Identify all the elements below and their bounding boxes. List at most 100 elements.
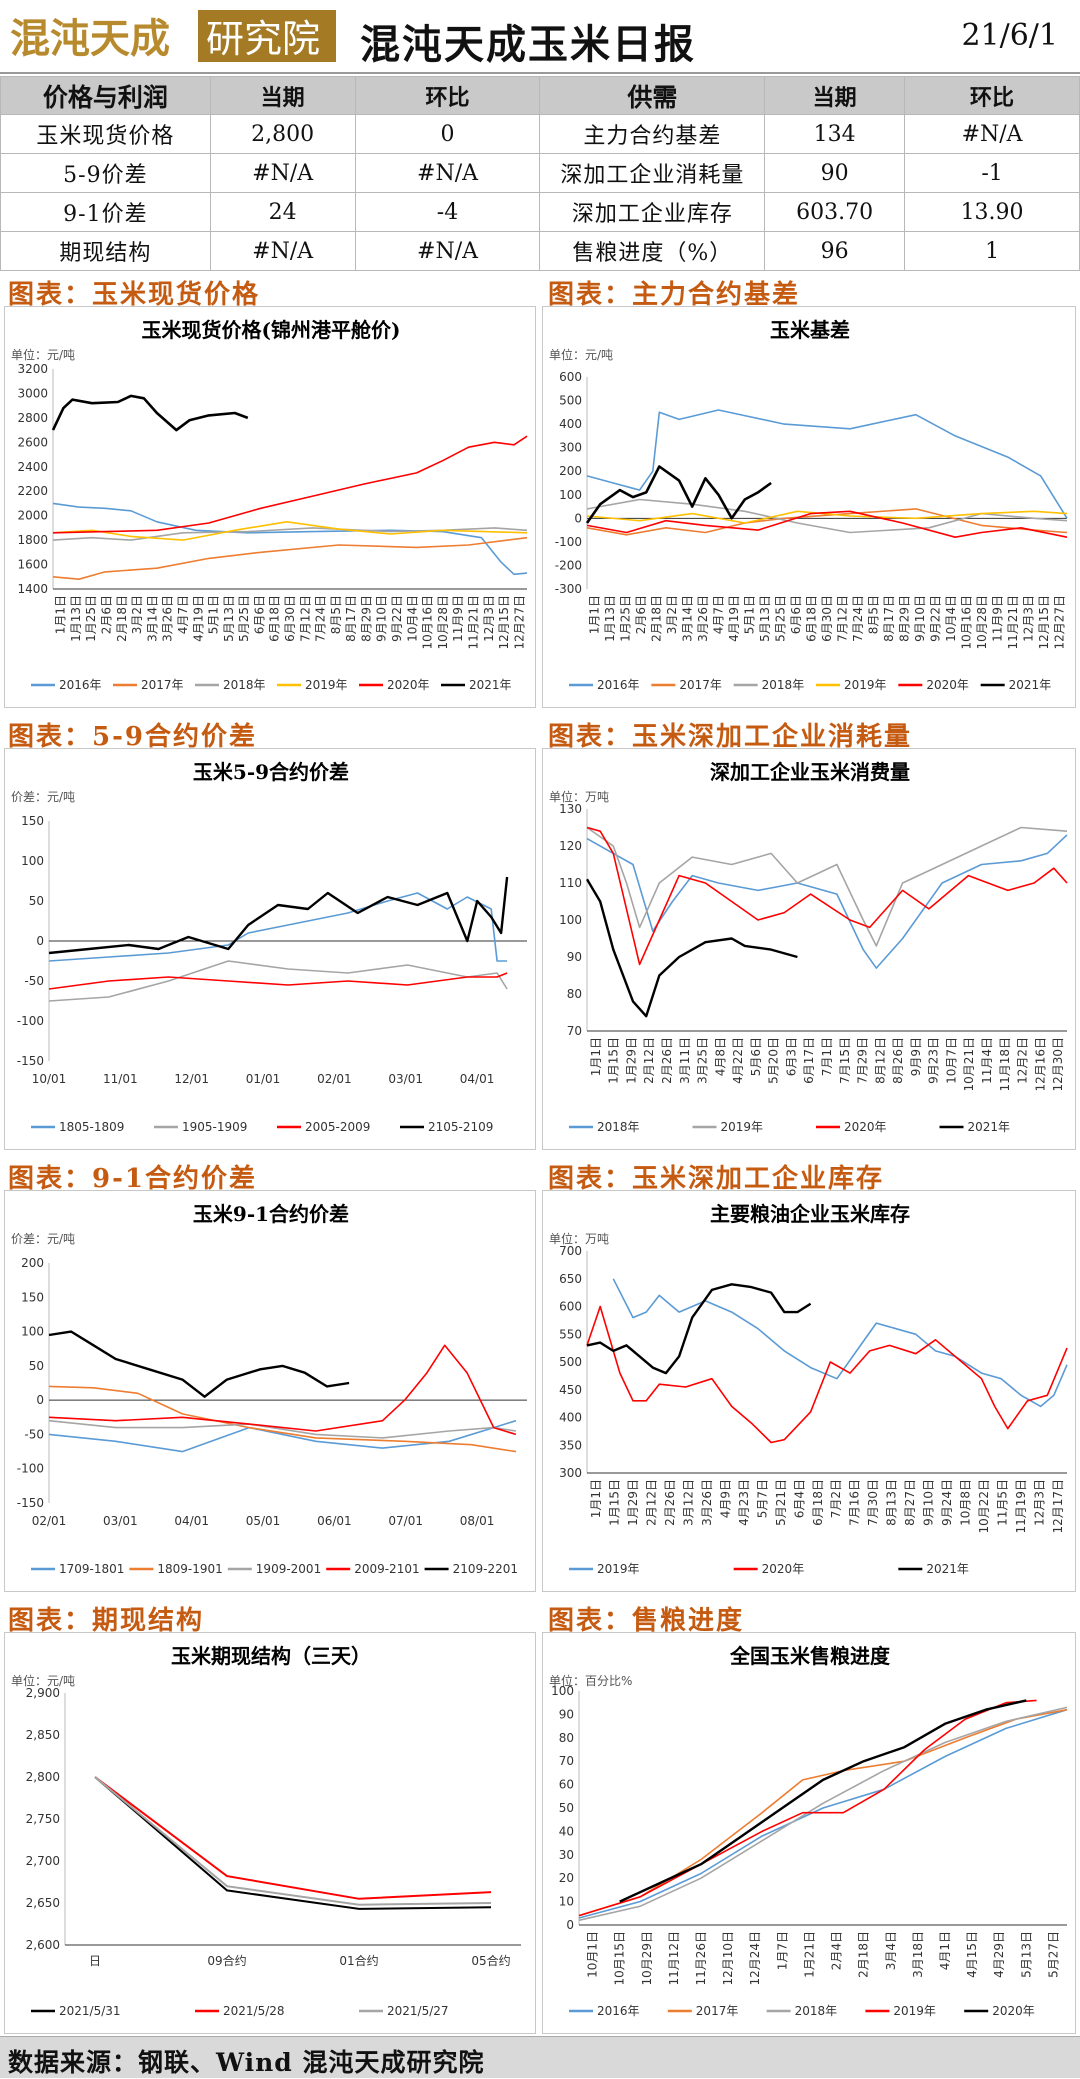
table-row: 9-1价差 24 -4 深加工企业库存 603.70 13.90 (0, 192, 1080, 232)
x-tick-label: 9月10日 (375, 595, 389, 642)
x-tick-label: 6月18日 (811, 1479, 825, 1526)
x-tick-label: 4月7日 (712, 595, 726, 634)
series-line (586, 1283, 812, 1375)
y-tick-label: -300 (555, 582, 582, 596)
x-tick-label: 5月21日 (774, 1479, 788, 1526)
y-tick-label: 0 (36, 1393, 44, 1407)
x-tick-label: 12/01 (174, 1072, 209, 1086)
series-line (48, 1419, 517, 1439)
x-tick-label: 3月2日 (130, 595, 144, 634)
chart-title: 玉米9-1合约价差 (193, 1202, 349, 1226)
y-tick-label: 150 (21, 1290, 44, 1304)
x-tick-label: 4月22日 (731, 1037, 745, 1084)
x-tick-label: 6月18日 (268, 595, 282, 642)
x-tick-label: 3月14日 (145, 595, 159, 642)
panel-title: 图表：期现结构 (8, 1606, 205, 1636)
chart-title: 玉米5-9合约价差 (193, 760, 349, 784)
y-tick-label: 400 (559, 417, 582, 431)
legend-label: 2005-2009 (305, 1120, 370, 1134)
x-tick-label: 7月24日 (314, 595, 328, 642)
x-tick-label: 3月25日 (696, 1037, 710, 1084)
legend-label: 2016年 (59, 678, 102, 692)
x-tick-label: 4月7日 (176, 595, 190, 634)
table-row: 玉米现货价格 2,800 0 主力合约基差 134 #N/A (0, 114, 1080, 154)
legend-label: 2020年 (387, 678, 430, 692)
table-cell: 深加工企业消耗量 (539, 153, 766, 193)
legend-label: 2016年 (597, 2004, 640, 2018)
table-cell: #N/A (354, 153, 541, 193)
chart-spot-price: 玉米现货价格(锦州港平舱价) 单位：元/吨 1400 1600 1800 2000 2200… (11, 318, 528, 692)
legend-label: 2019年 (721, 1120, 764, 1134)
y-tick-label: -200 (555, 558, 582, 572)
x-tick-label: 5月13日 (222, 595, 236, 642)
legend-label: 2021年 (968, 1120, 1011, 1134)
header-cell: 环比 (354, 76, 541, 115)
x-tick-label: 2月6日 (634, 595, 648, 634)
x-tick-label: 7月15日 (838, 1037, 852, 1084)
chart-box: 主要粮油企业玉米库存 单位：万吨 300 350 400 450 500 550 600 650 7… (542, 1190, 1076, 1592)
x-tick-label: 10月28日 (436, 595, 450, 650)
x-tick-label: 8月17日 (882, 595, 896, 642)
series-line (52, 521, 528, 541)
table-cell: 90 (764, 153, 906, 193)
x-tick-label: 2月18日 (650, 595, 664, 642)
legend-label: 2019年 (305, 678, 348, 692)
y-tick-label: -50 (24, 974, 44, 988)
x-tick-label: 4月8日 (713, 1037, 727, 1076)
table-cell: #N/A (209, 153, 356, 193)
series-line (48, 960, 508, 1002)
panel-title: 图表：9-1合约价差 (8, 1164, 257, 1194)
x-tick-label: 11月21日 (1006, 595, 1020, 650)
x-tick-label: 11月19日 (1014, 1479, 1028, 1534)
x-tick-label: 6月30日 (283, 595, 297, 642)
x-tick-label: 01/01 (246, 1072, 281, 1086)
y-tick-label: 2,850 (26, 1728, 60, 1742)
x-tick-label: 03/01 (388, 1072, 423, 1086)
x-tick-label: 2月4日 (830, 1931, 844, 1970)
x-tick-label: 4月9日 (718, 1479, 732, 1518)
table-cell: 9-1价差 (0, 192, 211, 232)
panel-title: 图表：5-9合约价差 (8, 722, 257, 752)
panel-title: 图表：主力合约基差 (548, 280, 801, 310)
series-line (578, 1699, 1037, 1917)
panel-spread-9-1: 图表：9-1合约价差 玉米9-1合约价差 价差：元/吨 -150 -100 -50 0 50… (0, 1154, 540, 1594)
y-tick-label: 700 (559, 1244, 582, 1258)
y-tick-label: 90 (559, 1707, 574, 1721)
table-cell: #N/A (354, 231, 541, 271)
x-tick-label: 4月29日 (992, 1931, 1006, 1978)
series-line (612, 1278, 1068, 1408)
x-tick-label: 5月25日 (237, 595, 251, 642)
x-tick-label: 5月1日 (207, 595, 221, 634)
x-tick-label: 02/01 (32, 1514, 67, 1528)
x-tick-label: 03/01 (103, 1514, 138, 1528)
x-tick-label: 6月4日 (792, 1479, 806, 1518)
x-tick-label: 1月21日 (802, 1931, 816, 1978)
x-tick-label: 6月17日 (802, 1037, 816, 1084)
x-tick-label: 9月23日 (927, 1037, 941, 1084)
x-tick-label: 1月29日 (624, 1037, 638, 1084)
panel-inventory: 图表：玉米深加工企业库存 主要粮油企业玉米库存 单位：万吨 300 350 400 450… (540, 1154, 1080, 1594)
brand-logo: 混沌天成 研究院 (10, 10, 336, 62)
y-tick-label: 120 (559, 839, 582, 853)
series-line (619, 1699, 1027, 1903)
x-tick-label: 6月18日 (805, 595, 819, 642)
x-tick-label: 11月21日 (466, 595, 480, 650)
y-tick-label: 30 (559, 1848, 574, 1862)
x-tick-label: 12月10日 (721, 1931, 735, 1986)
x-tick-label: 12月3日 (1032, 1479, 1046, 1526)
table-row: 5-9价差 #N/A #N/A 深加工企业消耗量 90 -1 (0, 153, 1080, 193)
x-tick-label: 05合约 (471, 1953, 510, 1968)
panel-title: 图表：玉米深加工企业库存 (548, 1164, 885, 1194)
y-tick-label: 1800 (17, 533, 48, 547)
series-line (48, 972, 508, 990)
series-line (52, 502, 528, 576)
legend-label: 2109-2201 (453, 1562, 518, 1576)
table-cell: 603.70 (764, 192, 906, 232)
legend-label: 1909-2001 (256, 1562, 321, 1576)
chart-title: 深加工企业玉米消费量 (710, 760, 910, 784)
y-tick-label: 600 (559, 1300, 582, 1314)
x-tick-label: 7月30日 (866, 1479, 880, 1526)
